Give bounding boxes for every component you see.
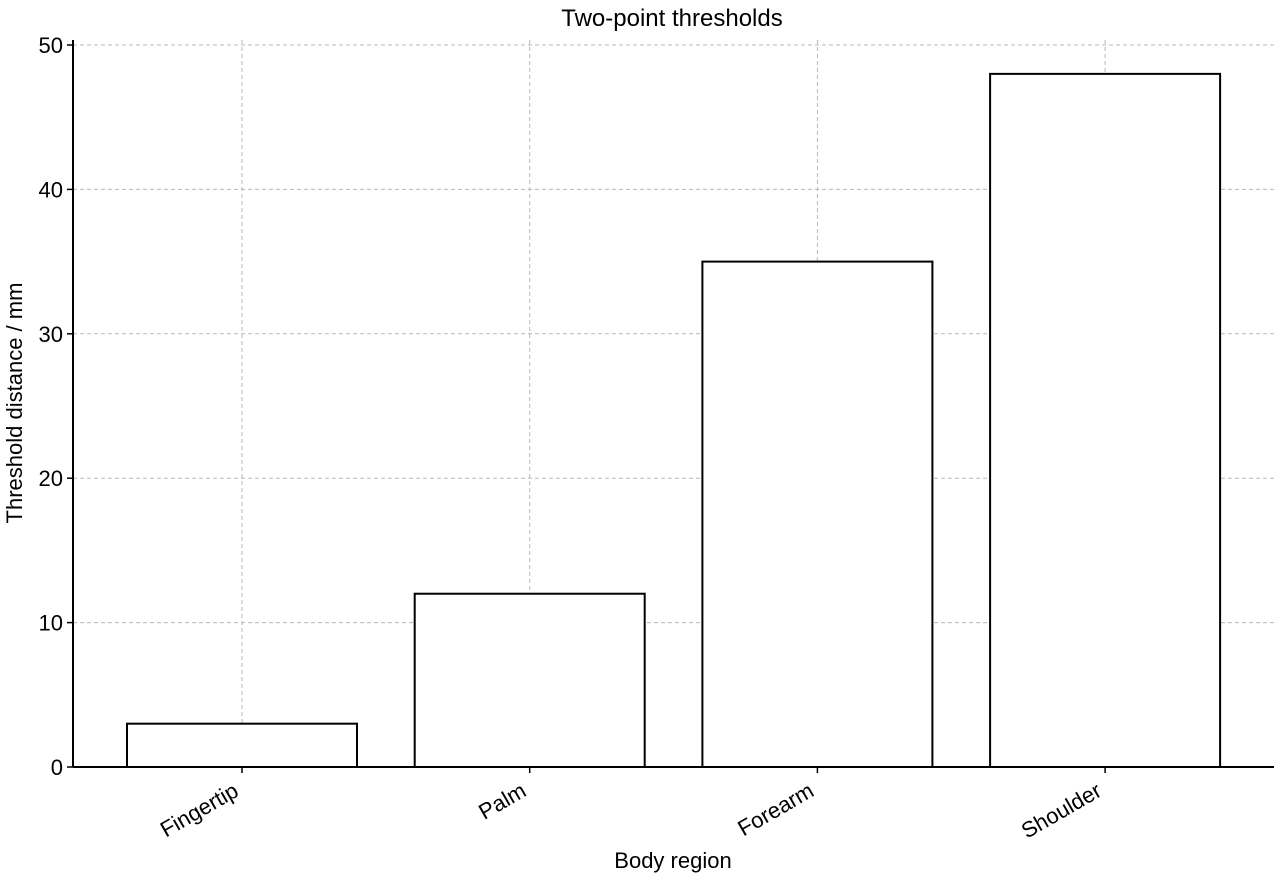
y-axis-label: Threshold distance / mm [2, 283, 27, 524]
x-ticks: Fingertip Palm Forearm Shoulder [156, 767, 1106, 843]
bar-fingertip [126, 722, 358, 768]
y-tick-label: 20 [39, 466, 63, 491]
bar-palm [413, 592, 646, 768]
chart-title: Two-point thresholds [561, 5, 782, 32]
bar-shoulder [989, 72, 1222, 768]
x-tick-label: Forearm [733, 778, 817, 841]
y-ticks: 0 10 20 30 40 50 [39, 33, 73, 780]
bar-forearm [701, 260, 934, 768]
y-tick-label: 0 [51, 755, 63, 780]
y-tick-label: 30 [39, 322, 63, 347]
y-tick-label: 40 [39, 177, 63, 202]
y-tick-label: 50 [39, 33, 63, 58]
bars [126, 72, 1222, 768]
x-tick-label: Fingertip [156, 778, 243, 842]
x-tick-label: Palm [474, 778, 530, 825]
x-tick-label: Shoulder [1017, 778, 1106, 844]
x-axis-label: Body region [614, 848, 731, 873]
y-tick-label: 10 [39, 611, 63, 636]
